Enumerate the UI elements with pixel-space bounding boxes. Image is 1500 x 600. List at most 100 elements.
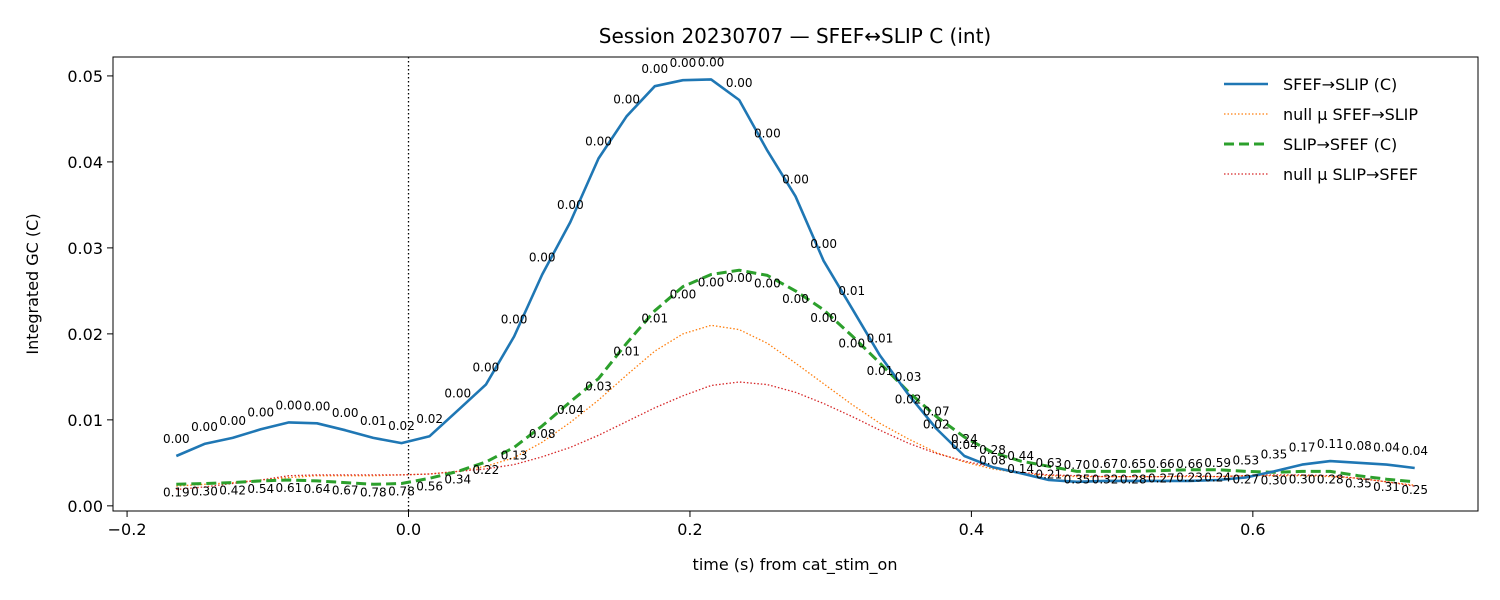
x-tick-label: 0.2 bbox=[677, 520, 702, 539]
pvalue-label-forward: 0.07 bbox=[923, 404, 950, 418]
pvalue-label-backward: 0.21 bbox=[1035, 467, 1062, 481]
pvalue-label-backward: 0.02 bbox=[895, 392, 922, 406]
pvalue-label-forward: 0.66 bbox=[1148, 457, 1175, 471]
pvalue-label-forward: 0.03 bbox=[895, 370, 922, 384]
pvalue-label-backward: 0.42 bbox=[219, 484, 246, 498]
pvalue-label-forward: 0.53 bbox=[1232, 453, 1259, 467]
pvalue-label-forward: 0.00 bbox=[529, 251, 556, 265]
pvalue-label-forward: 0.00 bbox=[501, 312, 528, 326]
pvalue-label-backward: 0.04 bbox=[951, 438, 978, 452]
pvalue-label-backward: 0.01 bbox=[641, 312, 668, 326]
y-tick-label: 0.01 bbox=[67, 411, 103, 430]
pvalue-label-forward: 0.08 bbox=[1345, 439, 1372, 453]
pvalue-label-backward: 0.28 bbox=[1317, 472, 1344, 486]
pvalue-label-forward: 0.17 bbox=[1289, 441, 1316, 455]
pvalue-label-backward: 0.02 bbox=[923, 417, 950, 431]
pvalue-label-forward: 0.00 bbox=[557, 198, 584, 212]
pvalue-label-backward: 0.00 bbox=[726, 271, 753, 285]
pvalue-label-backward: 0.04 bbox=[557, 403, 584, 417]
pvalue-label-backward: 0.00 bbox=[754, 276, 781, 290]
pvalue-label-forward: 0.00 bbox=[585, 134, 612, 148]
pvalue-label-backward: 0.56 bbox=[416, 479, 443, 493]
pvalue-label-backward: 0.00 bbox=[698, 276, 725, 290]
pvalue-label-forward: 0.00 bbox=[698, 55, 725, 69]
legend-label-2: SLIP→SFEF (C) bbox=[1283, 135, 1397, 154]
pvalue-label-backward: 0.35 bbox=[1345, 477, 1372, 491]
pvalue-label-forward: 0.00 bbox=[163, 432, 190, 446]
pvalue-label-forward: 0.44 bbox=[1007, 449, 1034, 463]
pvalue-label-forward: 0.00 bbox=[332, 406, 359, 420]
pvalue-label-forward: 0.11 bbox=[1317, 437, 1344, 451]
pvalue-label-backward: 0.34 bbox=[444, 472, 471, 486]
x-tick-label: −0.2 bbox=[108, 520, 147, 539]
pvalue-label-forward: 0.63 bbox=[1035, 456, 1062, 470]
pvalue-label-forward: 0.67 bbox=[1092, 457, 1119, 471]
pvalue-label-forward: 0.01 bbox=[867, 331, 894, 345]
pvalue-label-forward: 0.02 bbox=[388, 419, 415, 433]
pvalue-label-backward: 0.31 bbox=[1373, 480, 1400, 494]
pvalue-label-backward: 0.19 bbox=[163, 485, 190, 499]
pvalue-label-backward: 0.64 bbox=[304, 482, 331, 496]
pvalue-label-forward: 0.00 bbox=[219, 414, 246, 428]
pvalue-label-backward: 0.78 bbox=[360, 485, 387, 499]
y-axis-title: Integrated GC (C) bbox=[23, 213, 42, 354]
y-axis: 0.00 0.01 0.02 0.03 0.04 0.05 bbox=[67, 67, 113, 516]
x-tick-label: 0.0 bbox=[396, 520, 421, 539]
pvalue-label-backward: 0.78 bbox=[388, 484, 415, 498]
pvalue-label-backward: 0.32 bbox=[1092, 472, 1119, 486]
y-tick-label: 0.05 bbox=[67, 67, 103, 86]
legend-label-0: SFEF→SLIP (C) bbox=[1283, 75, 1397, 94]
pvalue-label-forward: 0.00 bbox=[754, 127, 781, 141]
pvalue-label-backward: 0.14 bbox=[1007, 462, 1034, 476]
y-tick-label: 0.04 bbox=[67, 153, 103, 172]
pvalue-label-backward: 0.00 bbox=[782, 292, 809, 306]
pvalue-label-backward: 0.08 bbox=[529, 427, 556, 441]
pvalue-label-forward: 0.01 bbox=[838, 284, 865, 298]
pvalue-label-backward: 0.00 bbox=[810, 311, 837, 325]
pvalue-label-forward: 0.00 bbox=[247, 405, 274, 419]
pvalue-label-forward: 0.00 bbox=[782, 172, 809, 186]
pvalue-label-backward: 0.67 bbox=[332, 484, 359, 498]
pvalue-label-forward: 0.01 bbox=[360, 414, 387, 428]
pvalue-label-backward: 0.61 bbox=[276, 481, 303, 495]
plot-area-frame bbox=[112, 56, 1479, 512]
pvalue-label-backward: 0.08 bbox=[979, 454, 1006, 468]
pvalue-label-forward: 0.35 bbox=[1261, 447, 1288, 461]
pvalue-label-forward: 0.00 bbox=[444, 386, 471, 400]
pvalue-label-forward: 0.00 bbox=[670, 56, 697, 70]
pvalue-label-backward: 0.01 bbox=[613, 344, 640, 358]
pvalue-label-forward: 0.00 bbox=[641, 62, 668, 76]
pvalue-label-backward: 0.35 bbox=[1064, 472, 1091, 486]
pvalue-label-forward: 0.00 bbox=[191, 420, 218, 434]
pvalue-label-backward: 0.28 bbox=[1120, 472, 1147, 486]
pvalue-label-backward: 0.13 bbox=[501, 448, 528, 462]
pvalue-label-backward: 0.23 bbox=[1176, 471, 1203, 485]
pvalue-label-backward: 0.24 bbox=[1204, 471, 1231, 485]
pvalue-label-forward: 0.00 bbox=[726, 76, 753, 90]
pvalue-label-backward: 0.22 bbox=[473, 463, 500, 477]
legend-label-3: null μ SLIP→SFEF bbox=[1283, 165, 1418, 184]
pvalue-label-forward: 0.65 bbox=[1120, 457, 1147, 471]
pvalue-label-forward: 0.00 bbox=[473, 361, 500, 375]
pvalue-label-forward: 0.00 bbox=[276, 398, 303, 412]
chart-title: Session 20230707 — SFEF↔SLIP C (int) bbox=[599, 24, 991, 48]
x-tick-label: 0.6 bbox=[1240, 520, 1265, 539]
x-tick-label: 0.4 bbox=[959, 520, 984, 539]
pvalue-label-backward: 0.27 bbox=[1148, 472, 1175, 486]
pvalue-labels: 0.000.00 0.000.00 0.00 0.00 0.000.01 0.02 0.02… bbox=[163, 55, 1428, 499]
pvalue-label-backward: 0.30 bbox=[1261, 473, 1288, 487]
pvalue-label-backward: 0.30 bbox=[191, 484, 218, 498]
x-axis-title: time (s) from cat_stim_on bbox=[693, 555, 898, 575]
pvalue-label-forward: 0.04 bbox=[1373, 441, 1400, 455]
pvalue-label-backward: 0.54 bbox=[247, 482, 274, 496]
pvalue-label-forward: 0.04 bbox=[1401, 444, 1428, 458]
pvalue-label-backward: 0.03 bbox=[585, 380, 612, 394]
pvalue-label-forward: 0.59 bbox=[1204, 456, 1231, 470]
pvalue-label-backward: 0.01 bbox=[867, 364, 894, 378]
pvalue-label-forward: 0.00 bbox=[810, 237, 837, 251]
pvalue-label-forward: 0.66 bbox=[1176, 457, 1203, 471]
legend-label-1: null μ SFEF→SLIP bbox=[1283, 105, 1418, 124]
series-line-3 bbox=[176, 381, 1415, 491]
x-axis: −0.2 0.0 0.2 0.4 0.6 bbox=[108, 511, 1266, 539]
